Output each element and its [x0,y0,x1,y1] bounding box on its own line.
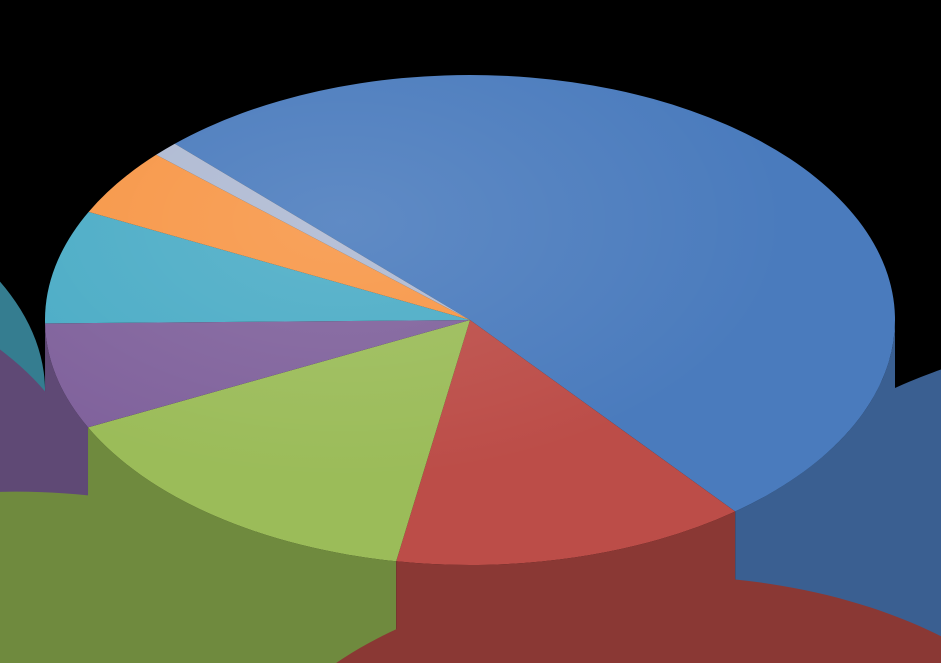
pie-chart-svg [0,0,941,663]
pie-chart-3d [0,0,941,663]
